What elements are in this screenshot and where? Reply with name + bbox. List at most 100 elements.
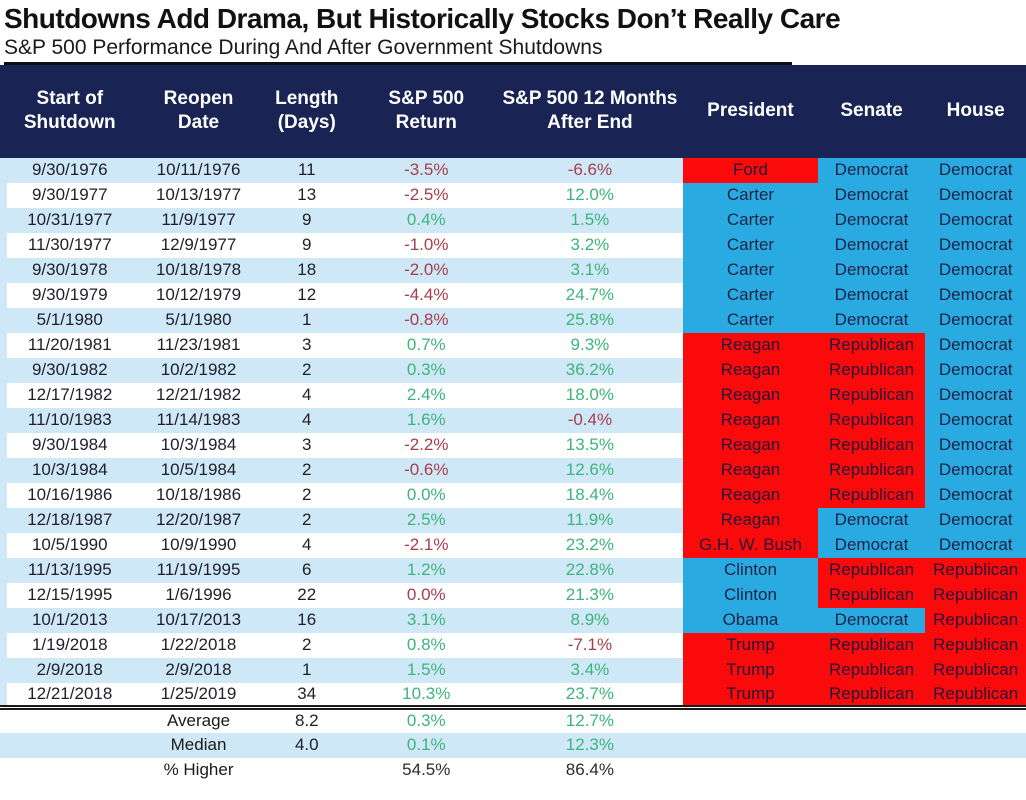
col-header-senate: Senate (817, 64, 926, 158)
cell-length-days: 4 (257, 407, 356, 433)
cell-senate: Democrat (817, 157, 926, 183)
cell-length-days: 34 (257, 682, 356, 708)
cell-senate: Republican (817, 382, 926, 408)
col-header-sp500-return: S&P 500 Return (356, 64, 497, 158)
table-row: 2/9/2018 2/9/2018 1 1.5% 3.4% Trump Republican… (0, 657, 1026, 683)
cell-sp500-12mo-after: 8.9% (496, 607, 684, 633)
cell-sp500-return: -3.5% (356, 157, 497, 183)
cell-house: Democrat (925, 457, 1026, 483)
summary-cell-empty (817, 732, 926, 758)
cell-reopen-date: 1/25/2019 (139, 682, 258, 708)
table-row: 10/1/2013 10/17/2013 16 3.1% 8.9% Obama Democr… (0, 607, 1026, 633)
cell-sp500-return: 0.8% (356, 632, 497, 658)
cell-start-of-shutdown: 1/19/2018 (0, 632, 140, 658)
cell-senate: Democrat (817, 182, 926, 208)
cell-house: Democrat (925, 257, 1026, 283)
cell-house: Democrat (925, 357, 1026, 383)
cell-sp500-return: 1.6% (356, 407, 497, 433)
cell-president: G.H. W. Bush (683, 532, 818, 558)
summary-cell-empty (817, 705, 926, 733)
table-row: 11/10/1983 11/14/1983 4 1.6% -0.4% Reagan Repu… (0, 407, 1026, 433)
cell-sp500-return: 0.3% (356, 357, 497, 383)
cell-length-days: 2 (257, 357, 356, 383)
cell-reopen-date: 11/23/1981 (139, 332, 258, 358)
cell-start-of-shutdown: 12/15/1995 (0, 582, 140, 608)
cell-sp500-12mo-after: 3.1% (496, 257, 684, 283)
table-row: 5/1/1980 5/1/1980 1 -0.8% 25.8% Carter Democra… (0, 307, 1026, 333)
shutdowns-table: Start of Shutdown Reopen Date Length (Da… (0, 64, 1026, 783)
cell-sp500-12mo-after: 1.5% (496, 207, 684, 233)
cell-reopen-date: 10/17/2013 (139, 607, 258, 633)
cell-president: Carter (683, 207, 818, 233)
cell-house: Republican (925, 607, 1026, 633)
cell-start-of-shutdown: 9/30/1978 (0, 257, 140, 283)
cell-start-of-shutdown: 10/31/1977 (0, 207, 140, 233)
cell-length-days: 13 (257, 182, 356, 208)
summary-sp500-12mo-after: 12.7% (496, 705, 684, 733)
summary-cell-empty (683, 732, 818, 758)
cell-sp500-12mo-after: 9.3% (496, 332, 684, 358)
cell-sp500-return: 10.3% (356, 682, 497, 708)
table-body: 9/30/1976 10/11/1976 11 -3.5% -6.6% Ford Democ… (0, 157, 1026, 708)
cell-length-days: 9 (257, 207, 356, 233)
cell-reopen-date: 5/1/1980 (139, 307, 258, 333)
cell-sp500-return: -0.6% (356, 457, 497, 483)
summary-row: Median 4.0 0.1% 12.3% (0, 732, 1026, 758)
cell-senate: Democrat (817, 257, 926, 283)
cell-house: Republican (925, 557, 1026, 583)
cell-sp500-return: 2.4% (356, 382, 497, 408)
cell-senate: Republican (817, 457, 926, 483)
cell-house: Democrat (925, 332, 1026, 358)
cell-sp500-return: 0.4% (356, 207, 497, 233)
cell-reopen-date: 10/12/1979 (139, 282, 258, 308)
table-row: 10/16/1986 10/18/1986 2 0.0% 18.4% Reagan Repu… (0, 482, 1026, 508)
cell-sp500-12mo-after: -0.4% (496, 407, 684, 433)
cell-sp500-return: -2.2% (356, 432, 497, 458)
summary-label: Average (139, 705, 258, 733)
cell-sp500-return: -0.8% (356, 307, 497, 333)
cell-sp500-return: -2.5% (356, 182, 497, 208)
summary-sp500-return: 54.5% (356, 757, 497, 783)
cell-start-of-shutdown: 12/21/2018 (0, 682, 140, 708)
cell-sp500-12mo-after: 23.7% (496, 682, 684, 708)
cell-sp500-return: -2.1% (356, 532, 497, 558)
summary-cell-empty (817, 757, 926, 783)
summary-cell-empty (0, 732, 140, 758)
col-header-president: President (683, 64, 818, 158)
cell-president: Clinton (683, 557, 818, 583)
cell-house: Democrat (925, 482, 1026, 508)
cell-senate: Republican (817, 657, 926, 683)
col-header-reopen-date: Reopen Date (139, 64, 258, 158)
cell-house: Democrat (925, 232, 1026, 258)
title-block: Shutdowns Add Drama, But Historically St… (0, 0, 1026, 65)
cell-sp500-12mo-after: -7.1% (496, 632, 684, 658)
cell-length-days: 3 (257, 432, 356, 458)
summary-label: Median (139, 732, 258, 758)
cell-start-of-shutdown: 10/5/1990 (0, 532, 140, 558)
cell-length-days: 22 (257, 582, 356, 608)
cell-start-of-shutdown: 11/10/1983 (0, 407, 140, 433)
table-row: 11/13/1995 11/19/1995 6 1.2% 22.8% Clinton Rep… (0, 557, 1026, 583)
cell-sp500-12mo-after: 22.8% (496, 557, 684, 583)
cell-sp500-12mo-after: 18.0% (496, 382, 684, 408)
col-header-house: House (925, 64, 1026, 158)
cell-president: Trump (683, 657, 818, 683)
table-row: 9/30/1979 10/12/1979 12 -4.4% 24.7% Carter Dem… (0, 282, 1026, 308)
cell-start-of-shutdown: 12/18/1987 (0, 507, 140, 533)
summary-sp500-12mo-after: 12.3% (496, 732, 684, 758)
cell-sp500-return: 2.5% (356, 507, 497, 533)
cell-sp500-12mo-after: 12.6% (496, 457, 684, 483)
cell-sp500-12mo-after: 18.4% (496, 482, 684, 508)
cell-reopen-date: 10/5/1984 (139, 457, 258, 483)
cell-house: Republican (925, 657, 1026, 683)
summary-cell-empty (925, 705, 1026, 733)
cell-reopen-date: 11/9/1977 (139, 207, 258, 233)
cell-president: Reagan (683, 457, 818, 483)
cell-house: Democrat (925, 207, 1026, 233)
cell-length-days: 4 (257, 382, 356, 408)
table-row: 9/30/1977 10/13/1977 13 -2.5% 12.0% Carter Dem… (0, 182, 1026, 208)
cell-president: Reagan (683, 407, 818, 433)
summary-sp500-return: 0.1% (356, 732, 497, 758)
cell-house: Democrat (925, 282, 1026, 308)
cell-senate: Democrat (817, 207, 926, 233)
